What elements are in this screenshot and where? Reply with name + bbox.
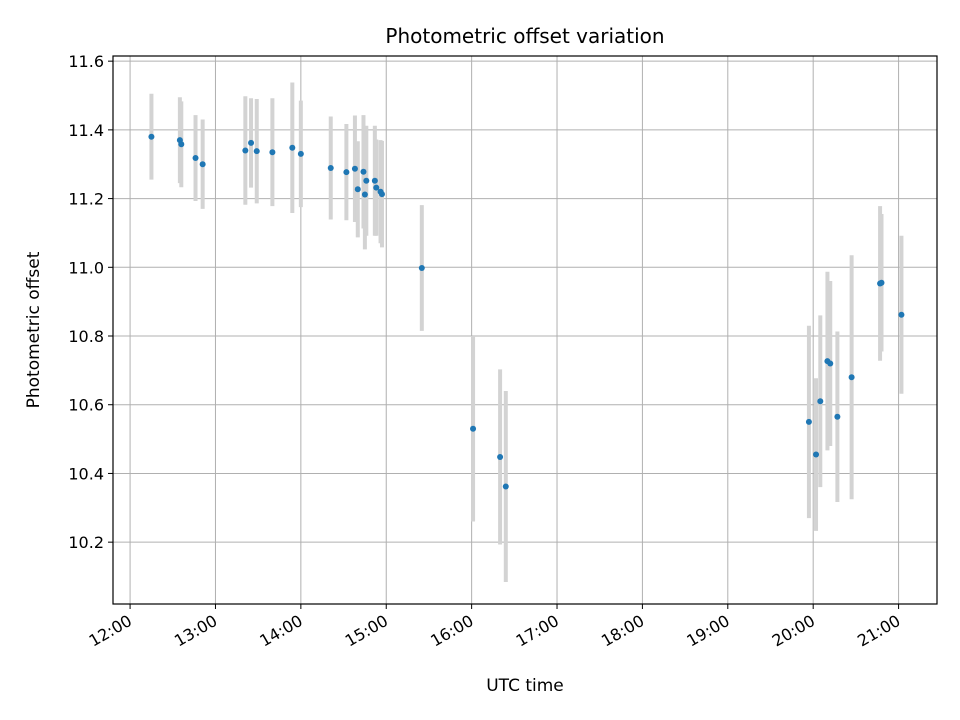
data-point bbox=[289, 144, 296, 151]
data-points bbox=[148, 133, 905, 490]
x-tick-label: 15:00 bbox=[342, 611, 391, 651]
data-point bbox=[848, 374, 855, 381]
y-tick-label: 11.6 bbox=[68, 52, 104, 71]
x-axis-title: UTC time bbox=[486, 676, 564, 696]
x-tick-label: 18:00 bbox=[598, 611, 647, 651]
data-point bbox=[148, 133, 155, 140]
y-tick-label: 10.6 bbox=[68, 396, 104, 415]
data-point bbox=[253, 148, 260, 155]
data-point bbox=[827, 360, 834, 367]
plot-frame bbox=[112, 55, 938, 605]
data-point bbox=[354, 186, 361, 193]
data-point bbox=[199, 161, 206, 168]
y-tick-label: 10.4 bbox=[68, 464, 104, 483]
data-point bbox=[327, 165, 334, 172]
x-tick-label: 12:00 bbox=[86, 611, 135, 651]
data-point bbox=[878, 279, 885, 286]
x-tick-label: 17:00 bbox=[513, 611, 562, 651]
data-point bbox=[502, 483, 509, 490]
data-point bbox=[898, 311, 905, 318]
data-point bbox=[343, 169, 350, 176]
data-point bbox=[363, 177, 370, 184]
y-tick-label: 11.0 bbox=[68, 258, 104, 277]
x-tick-label: 16:00 bbox=[427, 611, 476, 651]
data-point bbox=[805, 418, 812, 425]
x-axis-ticks: 12:00 13:00 14:00 15:00 16:00 17:00 18:00 19:00… bbox=[86, 604, 904, 651]
x-tick-label: 13:00 bbox=[171, 611, 220, 651]
y-tick-label: 11.2 bbox=[68, 190, 104, 209]
data-point bbox=[351, 165, 358, 172]
y-tick-label: 10.8 bbox=[68, 327, 104, 346]
chart-title: Photometric offset variation bbox=[385, 24, 664, 48]
data-point bbox=[248, 139, 255, 146]
data-point bbox=[378, 191, 385, 198]
y-axis-title: Photometric offset bbox=[24, 251, 44, 408]
data-point bbox=[178, 141, 185, 148]
data-point bbox=[361, 191, 368, 198]
data-point bbox=[297, 150, 304, 157]
data-point bbox=[373, 184, 380, 191]
data-point bbox=[813, 451, 820, 458]
x-tick-label: 21:00 bbox=[854, 611, 903, 651]
data-point bbox=[497, 453, 504, 460]
data-point bbox=[418, 264, 425, 271]
x-tick-label: 20:00 bbox=[769, 611, 818, 651]
grid-lines bbox=[113, 56, 937, 604]
x-tick-label: 19:00 bbox=[683, 611, 732, 651]
data-point bbox=[817, 398, 824, 405]
data-point bbox=[470, 425, 477, 432]
data-point bbox=[269, 149, 276, 156]
y-tick-label: 11.4 bbox=[68, 121, 104, 140]
error-bars bbox=[149, 82, 904, 583]
data-point bbox=[242, 147, 249, 154]
x-tick-label: 14:00 bbox=[256, 611, 305, 651]
data-point bbox=[360, 168, 367, 175]
data-point bbox=[834, 413, 841, 420]
y-axis-ticks: 10.2 10.4 10.6 10.8 11.0 11.2 11.4 11.6 bbox=[68, 52, 113, 552]
data-point bbox=[371, 177, 378, 184]
data-point bbox=[192, 155, 199, 162]
y-tick-label: 10.2 bbox=[68, 533, 104, 552]
